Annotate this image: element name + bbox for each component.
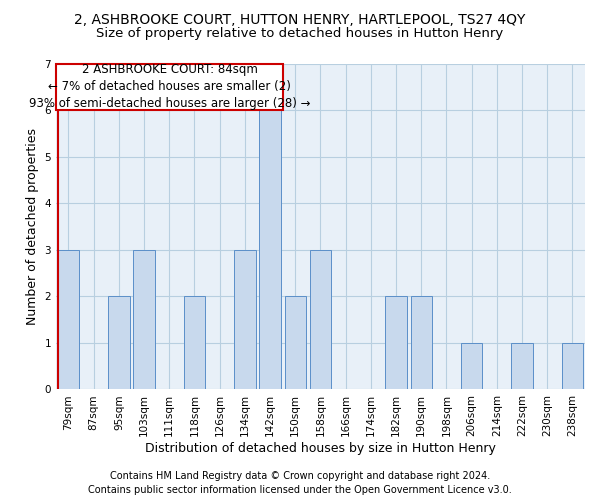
Bar: [562, 343, 583, 390]
Text: Contains HM Land Registry data © Crown copyright and database right 2024.
Contai: Contains HM Land Registry data © Crown c…: [88, 471, 512, 495]
FancyBboxPatch shape: [56, 64, 283, 110]
Text: Size of property relative to detached houses in Hutton Henry: Size of property relative to detached ho…: [97, 28, 503, 40]
Y-axis label: Number of detached properties: Number of detached properties: [26, 128, 39, 325]
Bar: [259, 110, 281, 390]
Bar: [461, 343, 482, 390]
Bar: [58, 250, 79, 390]
Bar: [385, 296, 407, 390]
Bar: [234, 250, 256, 390]
Bar: [310, 250, 331, 390]
Bar: [511, 343, 533, 390]
Bar: [133, 250, 155, 390]
Bar: [184, 296, 205, 390]
Bar: [284, 296, 306, 390]
Text: 2, ASHBROOKE COURT, HUTTON HENRY, HARTLEPOOL, TS27 4QY: 2, ASHBROOKE COURT, HUTTON HENRY, HARTLE…: [74, 12, 526, 26]
Bar: [108, 296, 130, 390]
X-axis label: Distribution of detached houses by size in Hutton Henry: Distribution of detached houses by size …: [145, 442, 496, 455]
Text: 2 ASHBROOKE COURT: 84sqm
← 7% of detached houses are smaller (2)
93% of semi-det: 2 ASHBROOKE COURT: 84sqm ← 7% of detache…: [29, 64, 310, 110]
Bar: [410, 296, 432, 390]
